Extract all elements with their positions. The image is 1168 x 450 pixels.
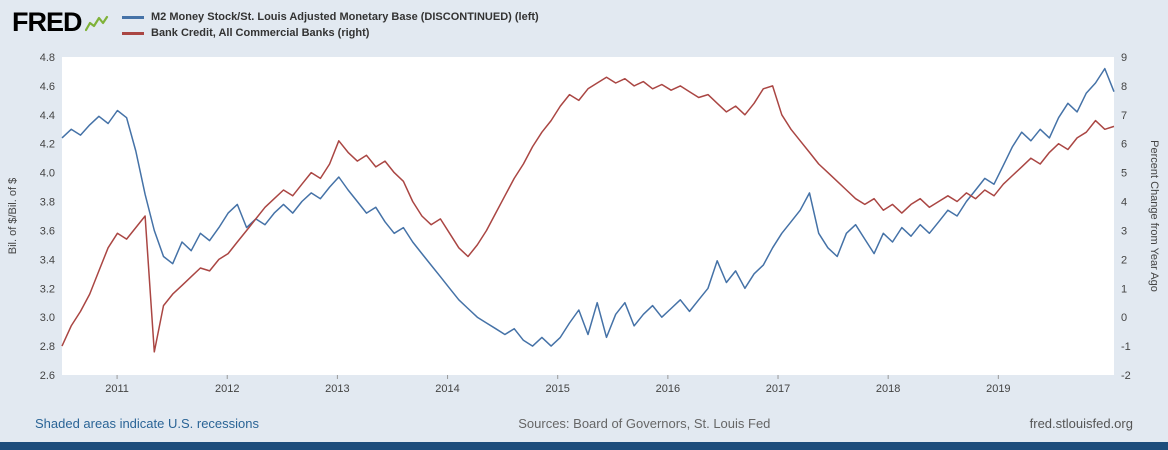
sources-text: Sources: Board of Governors, St. Louis F… <box>518 415 771 431</box>
svg-text:-2: -2 <box>1121 370 1131 382</box>
svg-text:8: 8 <box>1121 81 1127 93</box>
svg-text:6: 6 <box>1121 139 1127 151</box>
svg-text:0: 0 <box>1121 312 1127 324</box>
svg-text:7: 7 <box>1121 110 1127 122</box>
legend-item-m2-base: M2 Money Stock/St. Louis Adjusted Moneta… <box>122 9 539 25</box>
svg-text:2014: 2014 <box>435 383 459 395</box>
svg-text:3.2: 3.2 <box>40 283 55 295</box>
footer-accent-bar <box>0 442 1168 450</box>
svg-text:4.8: 4.8 <box>40 52 55 64</box>
svg-text:2016: 2016 <box>656 383 680 395</box>
svg-text:1: 1 <box>1121 283 1127 295</box>
svg-text:4.2: 4.2 <box>40 139 55 151</box>
svg-text:2.6: 2.6 <box>40 370 55 382</box>
chart-footer: Shaded areas indicate U.S. recessions So… <box>0 408 1168 438</box>
fred-site-text: fred.stlouisfed.org <box>1029 415 1133 431</box>
legend-label-m2-base: M2 Money Stock/St. Louis Adjusted Moneta… <box>151 11 539 23</box>
svg-text:4.0: 4.0 <box>40 168 55 180</box>
svg-text:5: 5 <box>1121 168 1127 180</box>
svg-text:2019: 2019 <box>986 383 1010 395</box>
legend-swatch-red <box>122 31 144 35</box>
svg-text:Bil. of $/Bil. of $: Bil. of $/Bil. of $ <box>7 178 19 254</box>
chart-legend: M2 Money Stock/St. Louis Adjusted Moneta… <box>122 9 539 41</box>
svg-text:2: 2 <box>1121 254 1127 266</box>
svg-text:4: 4 <box>1121 197 1127 209</box>
svg-text:Percent Change from Year Ago: Percent Change from Year Ago <box>1148 140 1160 292</box>
svg-text:4.6: 4.6 <box>40 81 55 93</box>
svg-text:3.6: 3.6 <box>40 225 55 237</box>
svg-text:2.8: 2.8 <box>40 341 55 353</box>
svg-text:2015: 2015 <box>545 383 569 395</box>
svg-text:-1: -1 <box>1121 341 1131 353</box>
svg-text:2011: 2011 <box>105 383 129 395</box>
chart-area: 2.6 2.8 3.0 3.2 3.4 3.6 3.8 4.0 4.2 4.4 4.6 4.8 -2 -1… <box>0 46 1168 398</box>
fred-logo: FRED <box>12 6 109 39</box>
svg-text:2017: 2017 <box>766 383 790 395</box>
svg-text:2012: 2012 <box>215 383 239 395</box>
svg-text:3.4: 3.4 <box>40 254 55 266</box>
legend-label-bank-credit: Bank Credit, All Commercial Banks (right… <box>151 27 370 39</box>
svg-text:2018: 2018 <box>876 383 900 395</box>
dual-axis-line-chart: 2.6 2.8 3.0 3.2 3.4 3.6 3.8 4.0 4.2 4.4 4.6 4.8 -2 -1… <box>7 52 1160 395</box>
svg-text:3.8: 3.8 <box>40 197 55 209</box>
svg-text:9: 9 <box>1121 52 1127 64</box>
recession-note-link[interactable]: Shaded areas indicate U.S. recessions <box>35 415 260 431</box>
svg-text:2013: 2013 <box>325 383 349 395</box>
svg-text:3.0: 3.0 <box>40 312 55 324</box>
fred-logo-sparkline-icon <box>84 8 109 39</box>
chart-header: FRED M2 Money Stock/St. Louis Adjusted M… <box>0 0 1168 46</box>
svg-text:4.4: 4.4 <box>40 110 55 122</box>
legend-item-bank-credit: Bank Credit, All Commercial Banks (right… <box>122 25 539 41</box>
legend-swatch-blue <box>122 15 144 19</box>
fred-logo-text: FRED <box>12 7 82 37</box>
svg-text:3: 3 <box>1121 225 1127 237</box>
